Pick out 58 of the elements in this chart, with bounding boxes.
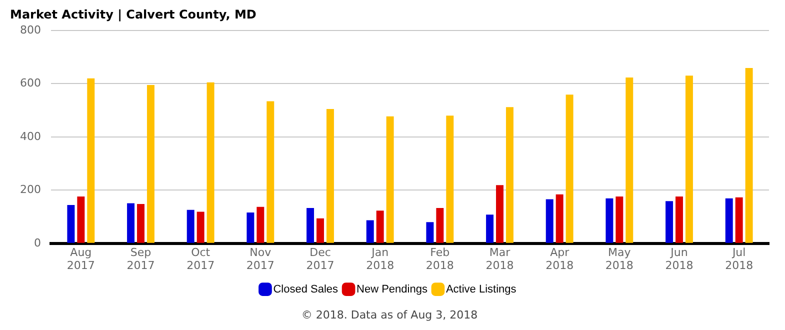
bar <box>246 212 254 243</box>
bar <box>376 210 384 243</box>
text: © 2018. Data as of Aug 3, 2018 <box>301 308 478 322</box>
x-tick-label: Mar 2018 <box>486 246 514 272</box>
bar <box>146 84 154 243</box>
chart-title: Market Activity | Calvert County, MD <box>10 7 256 22</box>
bar <box>426 222 434 243</box>
bar <box>137 204 144 243</box>
y-tick-label: 600 <box>20 76 41 90</box>
bar <box>496 185 504 243</box>
bar <box>196 212 204 243</box>
bar <box>556 194 564 243</box>
bar <box>366 220 374 243</box>
x-tick-label: Aug 2017 <box>66 246 95 272</box>
bar <box>206 82 214 243</box>
legend-label: Closed Sales <box>273 283 339 296</box>
bar <box>436 208 444 243</box>
bar <box>256 206 264 243</box>
bar <box>626 78 634 243</box>
x-tick-label: Apr 2018 <box>546 246 574 272</box>
bar <box>725 198 733 243</box>
x-tick-label: Nov 2017 <box>246 246 274 272</box>
x-tick-label: Oct 2017 <box>186 246 215 272</box>
y-tick-label: 800 <box>20 23 41 36</box>
y-tick-label: 200 <box>20 183 41 196</box>
bar <box>606 198 614 243</box>
x-tick-label: Sep 2017 <box>126 246 155 272</box>
bar <box>87 78 95 243</box>
bar <box>735 197 743 243</box>
legend-label: New Pendings <box>356 283 428 296</box>
y-tick-label: 0 <box>34 236 41 250</box>
bar <box>186 210 194 243</box>
legend-label: Active Listings <box>446 283 517 296</box>
bar <box>486 214 494 243</box>
bar <box>77 196 85 243</box>
bar <box>666 201 674 243</box>
bar <box>306 208 314 243</box>
x-tick-label: Jul 2018 <box>725 246 754 272</box>
bar <box>685 76 693 243</box>
bar <box>546 199 554 243</box>
bar <box>616 196 624 243</box>
bar <box>506 107 514 243</box>
bar <box>446 116 454 243</box>
bar <box>386 116 394 243</box>
bar <box>326 108 334 243</box>
x-tick-label: Jan 2018 <box>366 246 394 272</box>
x-tick-label: May 2018 <box>605 246 634 272</box>
y-tick-label: 400 <box>20 130 41 143</box>
x-tick-label: Jun 2018 <box>665 246 694 272</box>
bar <box>566 94 574 243</box>
x-tick-label: Dec 2017 <box>306 246 334 272</box>
bar <box>745 68 753 243</box>
bar <box>676 196 683 243</box>
bar <box>316 218 324 243</box>
bar <box>266 101 274 243</box>
bar <box>127 203 135 243</box>
x-tick-label: Feb 2018 <box>426 246 454 272</box>
bar <box>67 205 75 243</box>
